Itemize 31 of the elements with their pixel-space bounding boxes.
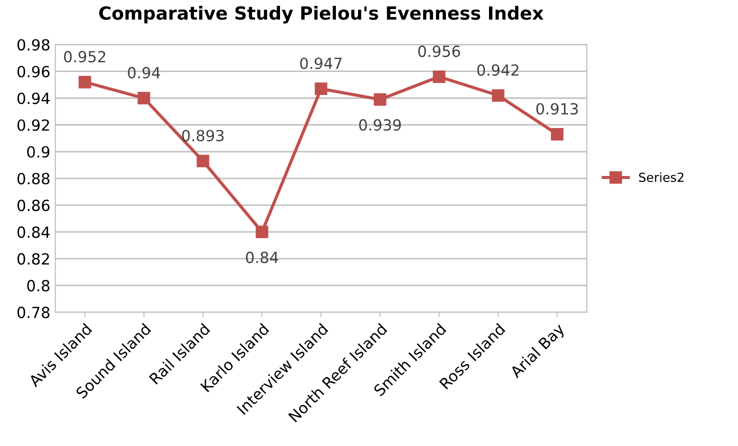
y-tick-label: 0.82 (17, 253, 49, 265)
y-tick-label: 0.9 (27, 146, 50, 158)
y-tick-label: 0.98 (17, 39, 50, 51)
point (492, 89, 504, 102)
point (550, 128, 564, 140)
y-tick-label: 0.94 (17, 92, 50, 104)
data-label: 0.956 (418, 46, 460, 58)
data-label: 0.942 (477, 64, 518, 76)
point (256, 226, 268, 238)
data-label: 0.913 (536, 103, 578, 115)
point (78, 76, 92, 88)
point (374, 93, 386, 106)
y-tick-label: 0.88 (17, 172, 50, 184)
y-tick-label: 0.8 (27, 280, 50, 292)
point (138, 92, 150, 104)
data-label: 0.893 (182, 130, 224, 142)
data-label: 0.84 (246, 252, 278, 264)
data-label: 0.947 (300, 58, 342, 70)
data-label: 0.94 (128, 66, 160, 78)
chart-title: Comparative Study Pielou's Evenness Index (99, 6, 544, 24)
data-label: 0.939 (359, 119, 401, 131)
y-tick-label: 0.78 (17, 306, 50, 318)
y-tick-label: 0.92 (17, 119, 49, 131)
point (196, 154, 210, 168)
data-label: 0.952 (64, 50, 106, 62)
legend-label: Series2 (639, 172, 684, 182)
y-tick-label: 0.86 (17, 200, 50, 212)
y-tick-label: 0.96 (17, 66, 50, 78)
point (432, 70, 446, 83)
point (314, 82, 328, 96)
y-tick-label: 0.84 (17, 226, 50, 238)
